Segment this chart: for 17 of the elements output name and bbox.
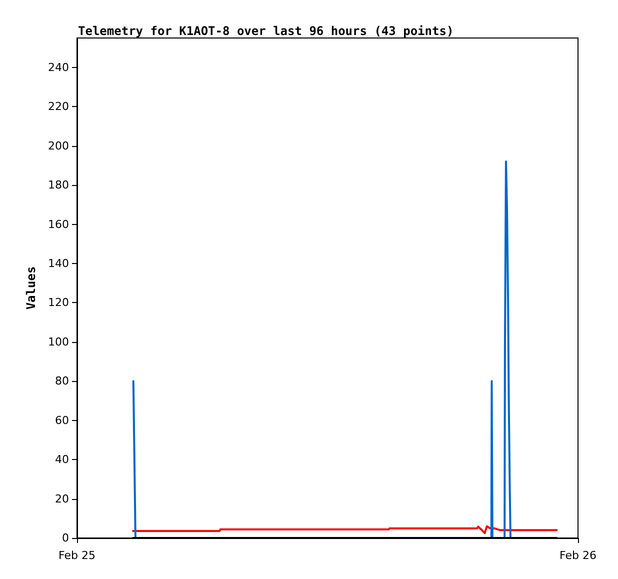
y-axis-title: Values <box>24 266 38 310</box>
y-tick-label: 180 <box>48 178 69 192</box>
y-tick-label: 160 <box>48 218 69 231</box>
y-tick-label: 80 <box>55 374 69 388</box>
y-tick-label: 0 <box>62 532 69 544</box>
x-tick-label: Feb 25 <box>58 549 96 562</box>
x-tick-label: Feb 26 <box>560 549 596 562</box>
y-tick-label: 240 <box>48 60 69 74</box>
y-tick-label: 20 <box>55 492 69 506</box>
chart-title: Telemetry for K1AOT-8 over last 96 hours (43 points) <box>78 24 454 38</box>
y-tick-label: 120 <box>48 296 69 310</box>
y-tick-label: 220 <box>48 100 69 114</box>
y-tick-label: 100 <box>48 335 69 348</box>
y-tick-label: 200 <box>48 139 69 152</box>
y-tick-label: 140 <box>48 256 69 270</box>
y-tick-label: 40 <box>55 453 69 466</box>
y-tick-label: 60 <box>55 414 69 427</box>
